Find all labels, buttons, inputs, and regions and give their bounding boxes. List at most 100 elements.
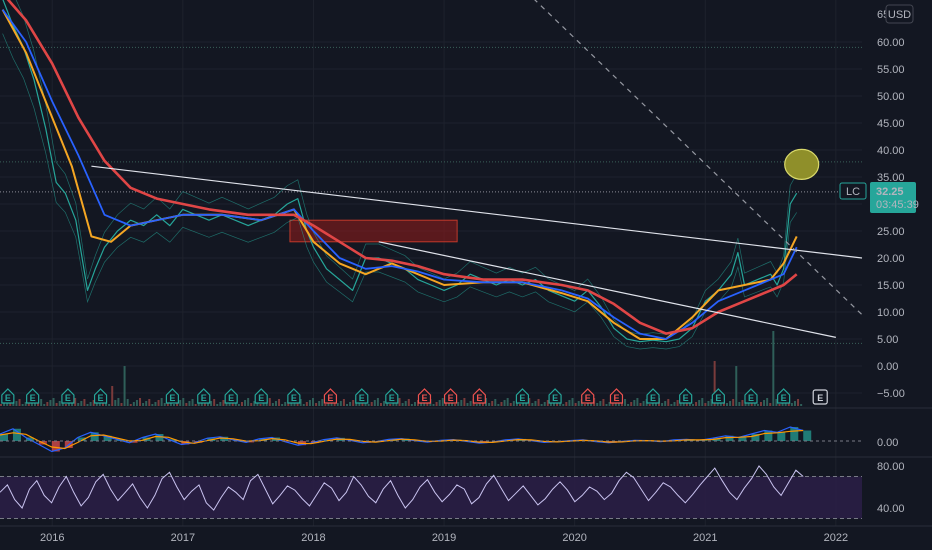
volume-bar <box>664 401 667 406</box>
volume-bar <box>522 402 525 406</box>
volume-bar <box>367 404 370 406</box>
volume-bar <box>673 402 676 406</box>
earnings-badge-good[interactable]: E <box>224 388 238 404</box>
earnings-badge-bad[interactable]: E <box>472 388 486 404</box>
earnings-badge-good[interactable]: E <box>197 388 211 404</box>
volume-bar <box>401 403 404 406</box>
series-line-ma_long[interactable] <box>3 0 798 335</box>
volume-bar <box>463 398 466 406</box>
earnings-badge-good[interactable]: E <box>165 388 179 404</box>
rsi-line[interactable] <box>0 465 804 511</box>
volume-bar <box>342 399 345 406</box>
volume-bar <box>438 400 441 406</box>
volume-bar <box>617 403 620 406</box>
rsi-pane[interactable] <box>0 465 862 519</box>
volume-bar <box>540 404 543 406</box>
volume-bar <box>126 399 129 406</box>
earnings-badge-shape <box>646 388 660 404</box>
volume-bar <box>466 403 469 406</box>
volume-bar <box>24 402 27 406</box>
chart-markers[interactable] <box>784 148 820 180</box>
volume-bar <box>247 398 250 406</box>
volume-bar <box>228 403 231 406</box>
volume-bar <box>55 403 58 406</box>
price-series[interactable] <box>1 0 798 350</box>
symbol-tag <box>839 182 867 200</box>
volume-bar <box>732 399 735 406</box>
earnings-badge-good[interactable]: E <box>679 388 693 404</box>
volume-bar <box>759 402 762 406</box>
currency-box[interactable] <box>885 4 914 24</box>
volume-bar <box>185 403 188 406</box>
resistance-zone[interactable] <box>289 219 458 243</box>
time-axis[interactable]: 2016 2017 2018 2019 2020 2021 2022 <box>40 532 848 544</box>
earnings-badge-bad[interactable]: E <box>581 388 595 404</box>
macd-histogram-bar <box>168 439 177 441</box>
volume-bar <box>145 401 148 406</box>
macd-histogram-bar <box>777 432 786 441</box>
earnings-badge-good[interactable]: E <box>254 388 268 404</box>
trendline-2[interactable] <box>378 241 837 338</box>
earnings-badge-upcoming[interactable]: E <box>812 389 828 405</box>
trendline-3[interactable] <box>483 0 863 316</box>
earnings-badge-good[interactable]: E <box>61 388 75 404</box>
earnings-badge-shape <box>1 388 15 404</box>
earnings-badge-good[interactable]: E <box>1 388 15 404</box>
volume-bar <box>173 404 176 406</box>
volume-bar <box>259 404 262 406</box>
earnings-badge-good[interactable]: E <box>711 388 725 404</box>
series-line-ma_mid[interactable] <box>1 9 798 340</box>
earnings-badge-good[interactable]: E <box>515 388 530 404</box>
last-price-label[interactable]: LC 32.25 03:45:39 <box>839 182 919 213</box>
trendlines[interactable] <box>91 0 863 338</box>
volume-bar <box>676 400 679 406</box>
volume-bar <box>775 399 778 406</box>
volume-bar <box>176 402 179 406</box>
volume-bar <box>284 402 287 406</box>
trendline-1[interactable] <box>91 165 863 259</box>
volume-bar <box>546 400 549 406</box>
earnings-badge-good[interactable]: E <box>777 388 791 404</box>
resistance-zones <box>289 219 458 243</box>
volume-bar <box>716 402 719 406</box>
price-tick-label: 5.00 <box>877 334 898 346</box>
price-tick-label: 50.00 <box>877 91 905 103</box>
volume-bar <box>383 401 386 406</box>
macd-pane[interactable] <box>0 426 862 453</box>
volume-bar <box>117 398 120 406</box>
earnings-badge-label: E <box>613 393 619 403</box>
volume-bar <box>278 399 281 406</box>
volume-bar <box>630 402 633 406</box>
earnings-badge-bad[interactable]: E <box>417 388 432 404</box>
macd-histogram-bar <box>751 434 760 441</box>
volume-bar <box>315 403 318 406</box>
volume-bar <box>500 402 503 406</box>
highlight-circle-marker[interactable] <box>784 148 820 180</box>
earnings-badge-shape <box>417 388 432 404</box>
earnings-badge-bad[interactable]: E <box>443 388 458 404</box>
series-line-ma_short[interactable] <box>1 9 798 340</box>
earnings-badge-good[interactable]: E <box>646 388 660 404</box>
earnings-badge-bad[interactable]: E <box>323 388 338 404</box>
volume-bar <box>682 403 685 406</box>
volume-bar <box>407 399 410 406</box>
volume-bar <box>148 399 151 406</box>
earnings-badge-good[interactable]: E <box>26 388 40 404</box>
volume-bar <box>756 404 759 406</box>
earnings-badge-bad[interactable]: E <box>609 388 624 404</box>
earnings-badge-label: E <box>748 393 754 403</box>
last-price-value: 32.25 <box>876 186 904 198</box>
volume-bar <box>781 402 784 406</box>
earnings-badge-good[interactable]: E <box>287 388 301 404</box>
earnings-badge-good[interactable]: E <box>548 388 562 404</box>
earnings-badge-good[interactable]: E <box>744 388 758 404</box>
volume-bar <box>318 401 321 406</box>
volume-bar <box>0 404 2 406</box>
volume-bar <box>302 404 305 406</box>
volume-bar <box>404 401 407 406</box>
earnings-badge-good[interactable]: E <box>355 388 369 404</box>
earnings-badge-good[interactable]: E <box>385 388 399 404</box>
earnings-badge-good[interactable]: E <box>93 388 108 404</box>
